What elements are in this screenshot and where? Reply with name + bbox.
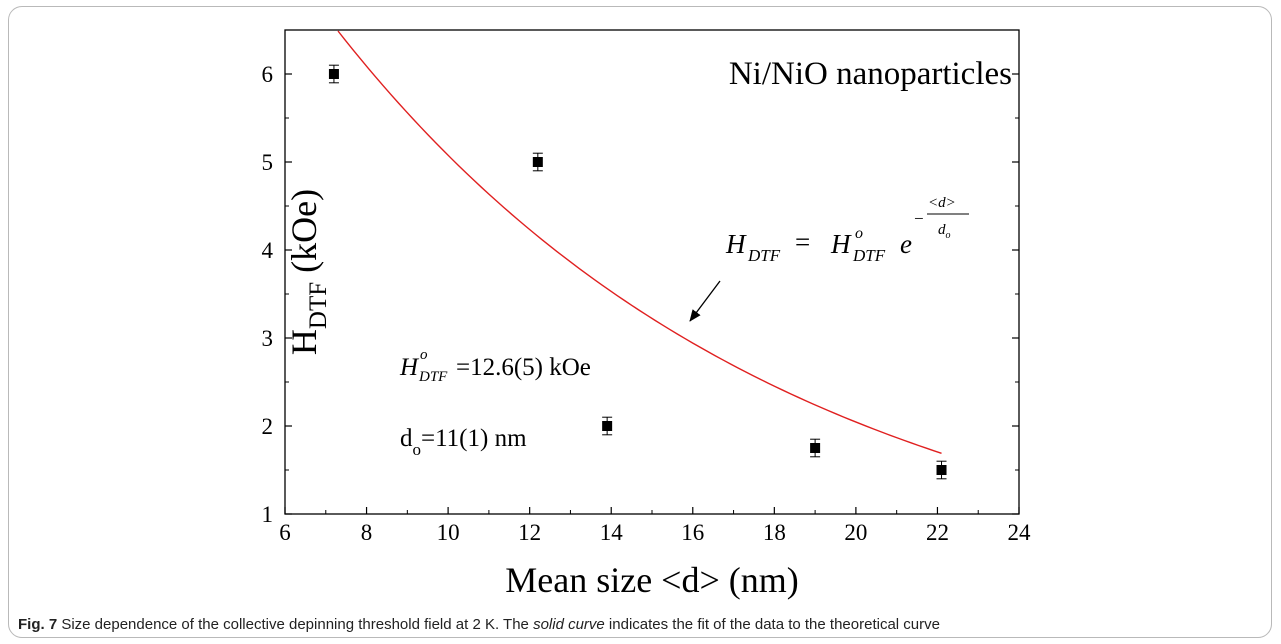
- formula-exp-den: do: [938, 222, 951, 241]
- y-tick-label: 5: [262, 150, 274, 175]
- annotation-arrow: [689, 280, 721, 322]
- y-axis: 1 2 3 4 5 6: [262, 29, 1019, 527]
- caption-text-2: indicates the fit of the data to the the…: [604, 616, 940, 633]
- formula-e: e: [900, 229, 912, 259]
- x-tick-label: 24: [1008, 520, 1032, 545]
- svg-text:=12.6(5) kOe: =12.6(5) kOe: [456, 354, 591, 381]
- data-marker: [936, 465, 947, 475]
- caption-label: Fig. 7: [18, 616, 58, 633]
- y-tick-label: 4: [262, 238, 274, 263]
- svg-text:DTF: DTF: [418, 369, 448, 385]
- x-tick-label: 12: [518, 520, 541, 545]
- x-axis-label: Mean size <d> (nm): [505, 560, 799, 600]
- formula-exp-num: <d>: [928, 195, 956, 211]
- figure-caption: Fig. 7 Size dependence of the collective…: [18, 616, 1268, 633]
- x-tick-label: 10: [437, 520, 460, 545]
- chart-title: Ni/NiO nanoparticles: [729, 56, 1012, 92]
- formula-exp-minus: −: [914, 209, 924, 228]
- formula-lhs: H: [725, 229, 747, 259]
- x-axis: 6 8 10 12 14 16 18 20 22 24: [279, 507, 1031, 545]
- y-tick-label: 3: [262, 326, 274, 351]
- x-tick-label: 14: [600, 520, 624, 545]
- data-marker: [532, 157, 543, 167]
- svg-text:do=11(1) nm: do=11(1) nm: [400, 425, 527, 459]
- data-point: [602, 416, 613, 436]
- svg-text:o: o: [420, 347, 428, 363]
- h0-annotation: H o DTF =12.6(5) kOe: [399, 347, 591, 385]
- y-tick-label: 1: [262, 502, 274, 527]
- x-tick-label: 20: [844, 520, 867, 545]
- y-tick-label: 6: [262, 62, 274, 87]
- x-tick-label: 18: [763, 520, 786, 545]
- y-tick-label: 2: [262, 414, 274, 439]
- x-tick-label: 22: [926, 520, 949, 545]
- formula-lhs-sub: DTF: [747, 246, 781, 265]
- data-point: [328, 64, 339, 84]
- formula-rhs-sup: o: [855, 225, 863, 242]
- x-tick-label: 8: [361, 520, 373, 545]
- formula-eq: =: [795, 227, 810, 257]
- data-point: [532, 152, 543, 172]
- x-tick-label: 16: [681, 520, 704, 545]
- fit-formula: H DTF = H o DTF e − <d> do: [725, 195, 969, 265]
- data-point: [936, 460, 947, 480]
- d0-annotation: do=11(1) nm: [400, 425, 527, 459]
- data-marker: [602, 421, 613, 431]
- caption-italic: solid curve: [533, 616, 605, 633]
- svg-text:H: H: [399, 354, 420, 381]
- data-point: [810, 438, 821, 458]
- data-marker: [810, 443, 821, 453]
- data-points: [328, 64, 947, 480]
- data-marker: [328, 69, 339, 79]
- figure-frame: [8, 6, 1272, 638]
- fit-curve: [337, 30, 942, 454]
- formula-rhs: H: [830, 229, 852, 259]
- formula-rhs-sub: DTF: [852, 246, 886, 265]
- y-axis-label: HDTF (kOe): [284, 189, 332, 355]
- caption-text-1: Size dependence of the collective depinn…: [57, 616, 534, 633]
- x-tick-label: 6: [279, 520, 291, 545]
